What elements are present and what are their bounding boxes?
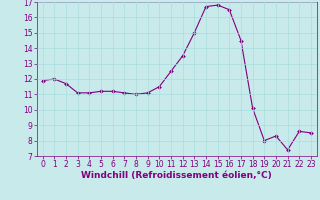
X-axis label: Windchill (Refroidissement éolien,°C): Windchill (Refroidissement éolien,°C) [81, 171, 272, 180]
